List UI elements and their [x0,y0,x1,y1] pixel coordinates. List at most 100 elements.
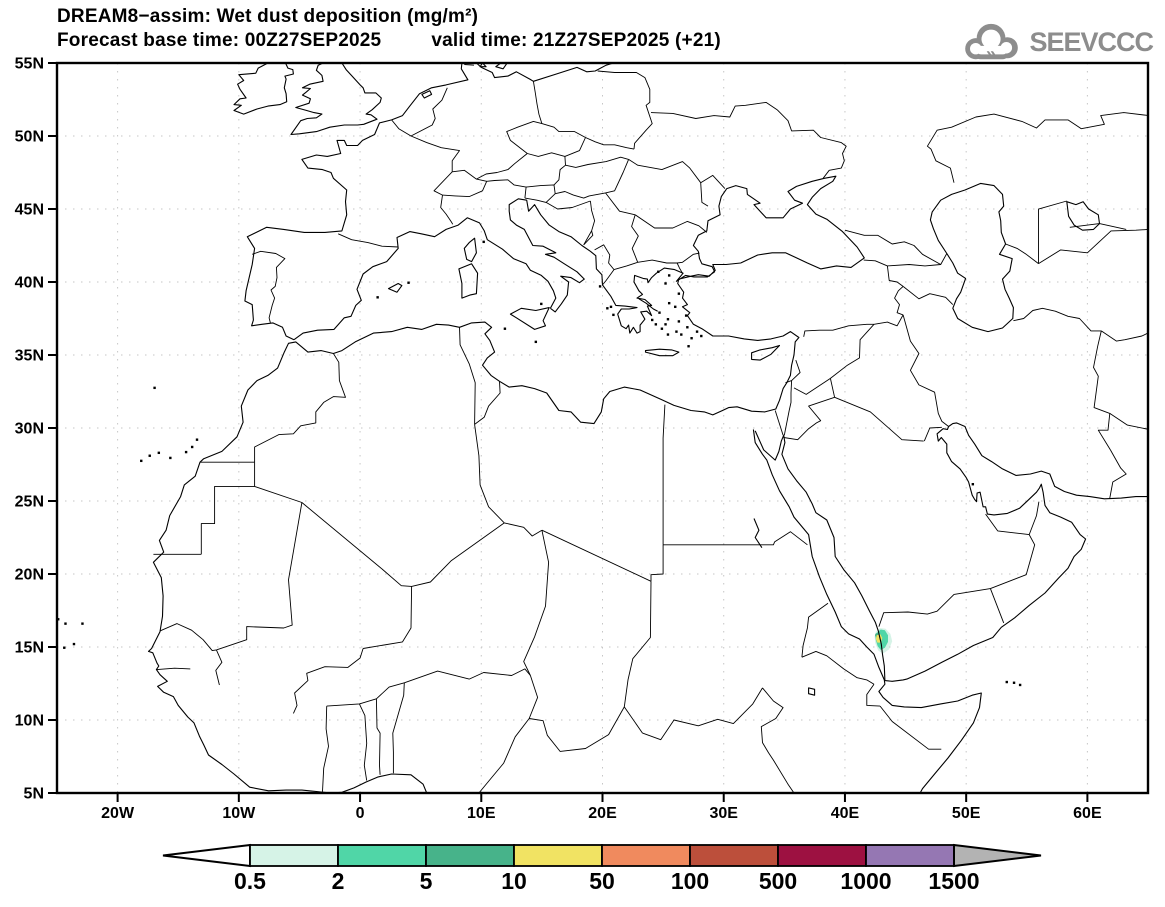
border-path [1038,229,1148,264]
island-dot [482,240,485,244]
border-path [459,327,476,425]
coastline-path [147,321,500,793]
coastline-path [754,422,1148,682]
colorbar-label: 1000 [840,868,891,894]
island-dot [686,326,689,329]
border-path [989,588,1005,624]
island-dot [677,292,681,295]
island-dot [81,622,84,625]
lon-tick-label: 20W [101,805,135,822]
border-path [791,359,801,381]
border-path [642,687,763,741]
border-path [801,602,829,658]
island-dot [376,296,379,299]
colorbar-segment [337,844,427,867]
border-path [524,193,556,203]
coastline-ring [387,282,403,293]
island-dot [674,305,677,309]
logo-text: SEEVCCC [1029,26,1154,57]
border-path [623,581,652,734]
lon-tick-label: 0 [356,805,365,822]
island-dot [609,305,613,309]
border-path [254,485,383,570]
island-dot [503,327,507,330]
border-path [985,513,1030,536]
island-dot [654,323,658,326]
lat-tick-label: 55N [15,56,44,73]
border-path [506,120,586,154]
island-dot [148,454,151,457]
border-path [410,87,448,137]
lon-tick-label: 50E [952,805,981,822]
island-dot [140,459,143,463]
island-dot [72,642,76,646]
lat-tick-label: 40N [15,275,44,292]
coastline-ring [808,687,816,696]
border-path [585,137,635,150]
border-path [830,323,875,379]
island-dot [598,285,602,288]
svg-text:»: » [986,44,996,64]
colorbar-segment [777,844,867,867]
lon-tick-label: 30E [709,805,738,822]
plot-titles: DREAM8−assim: Wet dust deposition (mg/m²… [57,5,721,53]
border-path [440,195,454,225]
island-dot [658,311,661,314]
coastline-ring [479,63,487,68]
colorbar-label: 500 [759,868,797,894]
island-dot [700,334,703,338]
island-dot [190,445,194,449]
border-path [866,683,881,707]
border-path [474,381,501,425]
island-dot [664,323,667,326]
border-path [785,380,792,384]
border-path [676,262,683,274]
island-dot [1018,683,1022,687]
border-path [663,531,808,546]
border-path [829,378,836,398]
border-path [363,586,413,649]
border-path [803,323,874,337]
border-path [760,687,795,793]
border-path [526,184,556,194]
island-dot [606,307,609,310]
border-path [605,159,630,194]
border-path [650,544,664,582]
border-path [776,109,847,179]
lon-tick-label: 40E [831,805,860,822]
border-path [254,353,346,463]
lat-tick-label: 5N [24,786,44,803]
valid-time: valid time: 21Z27SEP2025 (+21) [431,30,721,51]
coastline-path [499,175,865,425]
coastline-path [233,63,294,115]
border-path [338,233,399,248]
map-layers [57,63,1148,793]
colorbar-label: 0.5 [234,868,266,894]
lat-tick-label: 45N [15,202,44,219]
lat-tick-label: 35N [15,348,44,365]
border-path [381,522,505,587]
island-dot [612,313,615,317]
border-path [478,675,539,793]
colorbar-segment [865,844,955,867]
coastline-ring [463,237,477,263]
border-path [1005,243,1039,264]
lon-tick-label: 60E [1073,805,1102,822]
island-dot [660,327,664,330]
lat-tick-label: 20N [15,567,44,584]
island-dot [195,438,199,441]
border-path [700,174,726,189]
colorbar-label: 1500 [928,868,979,894]
border-path [894,286,904,316]
border-path [834,396,924,442]
colorbar-label: 10 [501,868,527,894]
island-dot [157,451,161,455]
coastline-ring [751,344,781,361]
border-path [863,259,888,267]
coastline-path [293,217,557,341]
island-dot [64,622,67,625]
border-path [1069,223,1127,230]
border-path [879,705,942,750]
coastline-path [752,429,982,793]
